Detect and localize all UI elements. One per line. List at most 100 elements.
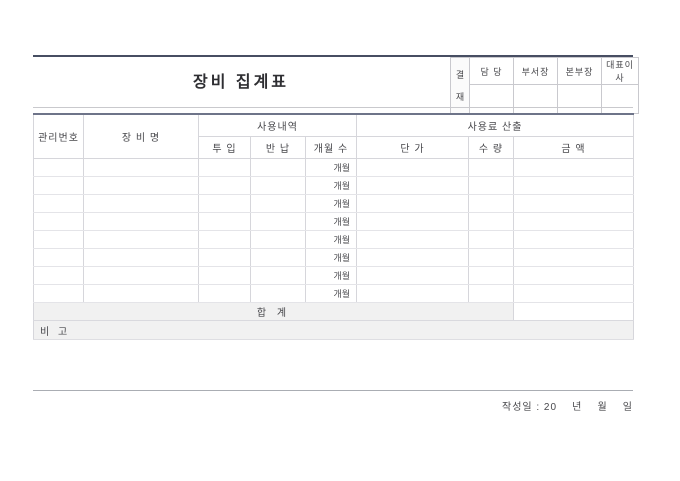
cell-equipment-name (83, 176, 199, 195)
table-row: 개월 (33, 158, 634, 177)
cell-management-no (33, 194, 84, 213)
cell-return (250, 266, 306, 285)
cell-unit-price (356, 158, 469, 177)
cell-return (250, 248, 306, 267)
cell-management-no (33, 158, 84, 177)
cell-months-unit: 개월 (305, 266, 357, 285)
cell-management-no (33, 284, 84, 303)
total-label: 합 계 (33, 302, 514, 321)
cell-months-unit: 개월 (305, 230, 357, 249)
cell-quantity (468, 194, 514, 213)
cell-input (198, 212, 251, 231)
table-row: 개월 (33, 212, 634, 231)
cell-management-no (33, 248, 84, 267)
col-group-fee: 사용료 산출 (356, 114, 634, 137)
remarks-label: 비 고 (33, 320, 634, 340)
cell-input (198, 284, 251, 303)
cell-management-no (33, 176, 84, 195)
col-header-equipment-name: 장 비 명 (83, 114, 199, 159)
cell-months-unit: 개월 (305, 158, 357, 177)
cell-return (250, 176, 306, 195)
cell-quantity (468, 284, 514, 303)
cell-input (198, 230, 251, 249)
cell-input (198, 194, 251, 213)
cell-unit-price (356, 266, 469, 285)
cell-input (198, 266, 251, 285)
cell-unit-price (356, 212, 469, 231)
table-row: 개월 (33, 248, 634, 267)
cell-quantity (468, 266, 514, 285)
cell-unit-price (356, 230, 469, 249)
approval-signature-cell (469, 84, 514, 114)
remarks-row: 비 고 (33, 320, 634, 340)
cell-return (250, 212, 306, 231)
col-header-management-no: 관리번호 (33, 114, 84, 159)
cell-unit-price (356, 194, 469, 213)
cell-unit-price (356, 176, 469, 195)
cell-return (250, 230, 306, 249)
page-title: 장비 집계표 (192, 74, 290, 91)
approval-box: 결 재 담 당 부서장 본부장 대표이사 (450, 57, 639, 114)
cell-unit-price (356, 248, 469, 267)
table-row: 개월 (33, 266, 634, 285)
cell-amount (513, 230, 634, 249)
approval-col-bonbujang: 본부장 (557, 57, 602, 85)
cell-quantity (468, 248, 514, 267)
col-header-amount: 금 액 (513, 136, 634, 159)
approval-col-buseojang: 부서장 (513, 57, 558, 85)
creation-date-label: 작성일 : 20 년 월 일 (502, 402, 633, 413)
cell-return (250, 284, 306, 303)
cell-equipment-name (83, 158, 199, 177)
cell-equipment-name (83, 212, 199, 231)
approval-stamp-cell: 결 재 (450, 57, 470, 114)
col-header-quantity: 수 량 (468, 136, 514, 159)
table-row: 개월 (33, 194, 634, 213)
cell-quantity (468, 230, 514, 249)
cell-amount (513, 248, 634, 267)
cell-unit-price (356, 284, 469, 303)
total-amount-cell (513, 302, 634, 321)
cell-equipment-name (83, 284, 199, 303)
title-section-rule (33, 107, 633, 108)
cell-management-no (33, 230, 84, 249)
cell-months-unit: 개월 (305, 248, 357, 267)
table-row: 개월 (33, 284, 634, 303)
cell-amount (513, 176, 634, 195)
cell-equipment-name (83, 230, 199, 249)
table-row: 개월 (33, 230, 634, 249)
cell-return (250, 158, 306, 177)
total-row: 합 계 (33, 302, 634, 321)
approval-col-daepyoisa: 대표이사 (601, 57, 639, 85)
approval-stamp-label-1: 결 (455, 69, 465, 80)
col-header-return: 반 납 (250, 136, 306, 159)
cell-amount (513, 212, 634, 231)
cell-equipment-name (83, 194, 199, 213)
cell-management-no (33, 266, 84, 285)
col-header-unit-price: 단 가 (356, 136, 469, 159)
cell-quantity (468, 212, 514, 231)
cell-amount (513, 158, 634, 177)
cell-return (250, 194, 306, 213)
cell-input (198, 176, 251, 195)
cell-input (198, 158, 251, 177)
cell-months-unit: 개월 (305, 212, 357, 231)
equipment-summary-table: 관리번호 장 비 명 사용내역 사용료 산출 투 입 반 납 개월 수 단 가 … (33, 113, 634, 340)
cell-input (198, 248, 251, 267)
cell-quantity (468, 158, 514, 177)
cell-amount (513, 194, 634, 213)
table-row: 개월 (33, 176, 634, 195)
cell-amount (513, 266, 634, 285)
approval-signature-cell (557, 84, 602, 114)
cell-quantity (468, 176, 514, 195)
approval-signature-cell (601, 84, 639, 114)
approval-stamp-label-2: 재 (455, 91, 465, 102)
approval-col-damdang: 담 당 (469, 57, 514, 85)
cell-months-unit: 개월 (305, 194, 357, 213)
cell-amount (513, 284, 634, 303)
approval-signature-cell (513, 84, 558, 114)
cell-equipment-name (83, 248, 199, 267)
col-header-months: 개월 수 (305, 136, 357, 159)
footer-rule (33, 390, 633, 391)
cell-months-unit: 개월 (305, 176, 357, 195)
